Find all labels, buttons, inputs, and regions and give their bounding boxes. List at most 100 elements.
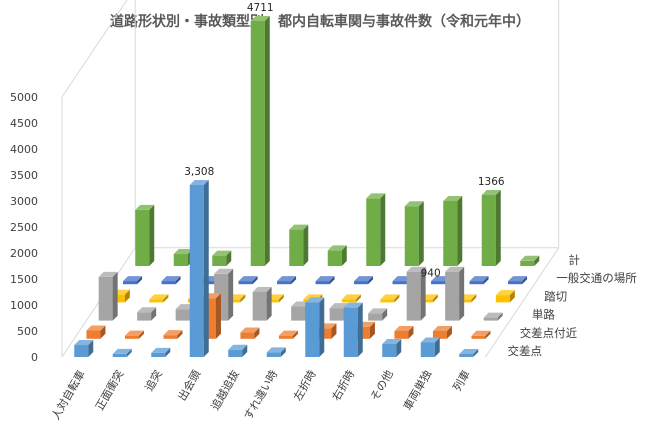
- bar-top: [406, 266, 426, 272]
- bar-top: [495, 290, 515, 296]
- bar-top: [443, 196, 463, 201]
- bar-side: [329, 276, 335, 285]
- bar-front: [341, 299, 356, 303]
- bar-top: [469, 276, 489, 282]
- bar-top: [420, 337, 440, 343]
- bar: [137, 307, 157, 321]
- bar: [366, 193, 386, 266]
- bar-side: [124, 289, 130, 303]
- bar: [163, 330, 183, 339]
- bar: [149, 294, 169, 303]
- bar-side: [471, 294, 477, 303]
- bar-top: [277, 276, 297, 282]
- bar-front: [238, 281, 253, 285]
- bar-side: [242, 344, 248, 357]
- data-label: 1366: [478, 176, 505, 188]
- bar-side: [126, 348, 132, 357]
- bar-side: [240, 294, 246, 303]
- bar: [252, 287, 272, 321]
- bar-front: [418, 299, 433, 303]
- y-tick-label: 4000: [10, 143, 38, 156]
- bar-front: [471, 335, 486, 339]
- x-tick-label: 列車: [450, 368, 473, 394]
- bar: [124, 330, 144, 339]
- bar-front: [354, 281, 369, 285]
- bar-side: [264, 16, 270, 266]
- bar-side: [534, 255, 540, 266]
- bar-front: [110, 294, 125, 303]
- bar: [135, 204, 155, 266]
- bar-top: [135, 204, 155, 210]
- bar-side: [396, 339, 402, 357]
- bar-front: [240, 332, 255, 339]
- bar-front: [459, 354, 474, 357]
- bar-top: [354, 276, 374, 282]
- bar-front: [289, 229, 304, 266]
- bar-front: [481, 194, 496, 266]
- x-tick-label: すれ違い時: [242, 368, 281, 422]
- bar-top: [327, 245, 347, 251]
- bar-side: [100, 325, 106, 339]
- y-tick-label: 4500: [10, 117, 38, 130]
- series-axis-label: 交差点: [508, 344, 543, 358]
- bar-side: [292, 330, 298, 339]
- bar-side: [408, 326, 414, 339]
- bar: [520, 255, 540, 266]
- bar-front: [457, 299, 472, 303]
- bar-side: [497, 312, 503, 321]
- bar-front: [343, 307, 358, 357]
- bar: [495, 290, 515, 303]
- bar-side: [303, 224, 309, 266]
- bar: [406, 266, 426, 321]
- bar-front: [431, 281, 446, 285]
- bar-side: [369, 321, 375, 339]
- bar-front: [252, 292, 267, 321]
- bar-side: [175, 276, 181, 285]
- y-tick-label: 500: [17, 325, 38, 338]
- bar-side: [420, 266, 426, 321]
- bar-side: [457, 196, 463, 266]
- bar-side: [266, 287, 272, 321]
- bar: [98, 271, 118, 321]
- bar-front: [520, 260, 535, 266]
- side-edge-top: [61, 0, 128, 98]
- bar-front: [291, 306, 306, 321]
- bar-top: [112, 348, 132, 354]
- bar: [471, 330, 491, 339]
- bar-side: [163, 294, 169, 303]
- bar-front: [163, 335, 178, 339]
- y-tick-label: 3500: [10, 169, 38, 182]
- bar: [508, 276, 528, 285]
- bar-front: [305, 302, 320, 357]
- bar-top: [98, 271, 118, 277]
- bar-top: [329, 303, 349, 309]
- bar-side: [485, 330, 491, 339]
- bar-side: [280, 347, 286, 357]
- bar-side: [495, 189, 501, 266]
- bar-top: [86, 325, 106, 331]
- bar-front: [212, 255, 227, 266]
- series-axis-label: 踏切: [544, 289, 567, 303]
- bar-front: [161, 281, 176, 285]
- bar-top: [445, 266, 465, 272]
- bar-front: [86, 330, 101, 339]
- bar-front: [368, 313, 383, 321]
- x-tick-label: 正面衝突: [92, 368, 126, 413]
- bar-side: [355, 294, 361, 303]
- bar-top: [432, 326, 452, 331]
- bar-top: [250, 16, 270, 22]
- y-tick-label: 1500: [10, 273, 38, 286]
- bar-front: [355, 326, 370, 339]
- bar-front: [508, 281, 523, 285]
- bar-side: [138, 330, 144, 339]
- bar-front: [264, 299, 279, 303]
- bar-top: [508, 276, 528, 282]
- bar: [112, 348, 132, 357]
- bar: [382, 339, 402, 357]
- bar-side: [319, 297, 325, 357]
- bar-side: [331, 323, 337, 339]
- bar-front: [317, 328, 332, 339]
- x-tick-label: その他: [368, 368, 396, 403]
- y-tick-label: 2500: [10, 221, 38, 234]
- label-layer: 0 500 1000 1500 2000 2500 3000 3500 4000 4500 5000…: [10, 2, 637, 422]
